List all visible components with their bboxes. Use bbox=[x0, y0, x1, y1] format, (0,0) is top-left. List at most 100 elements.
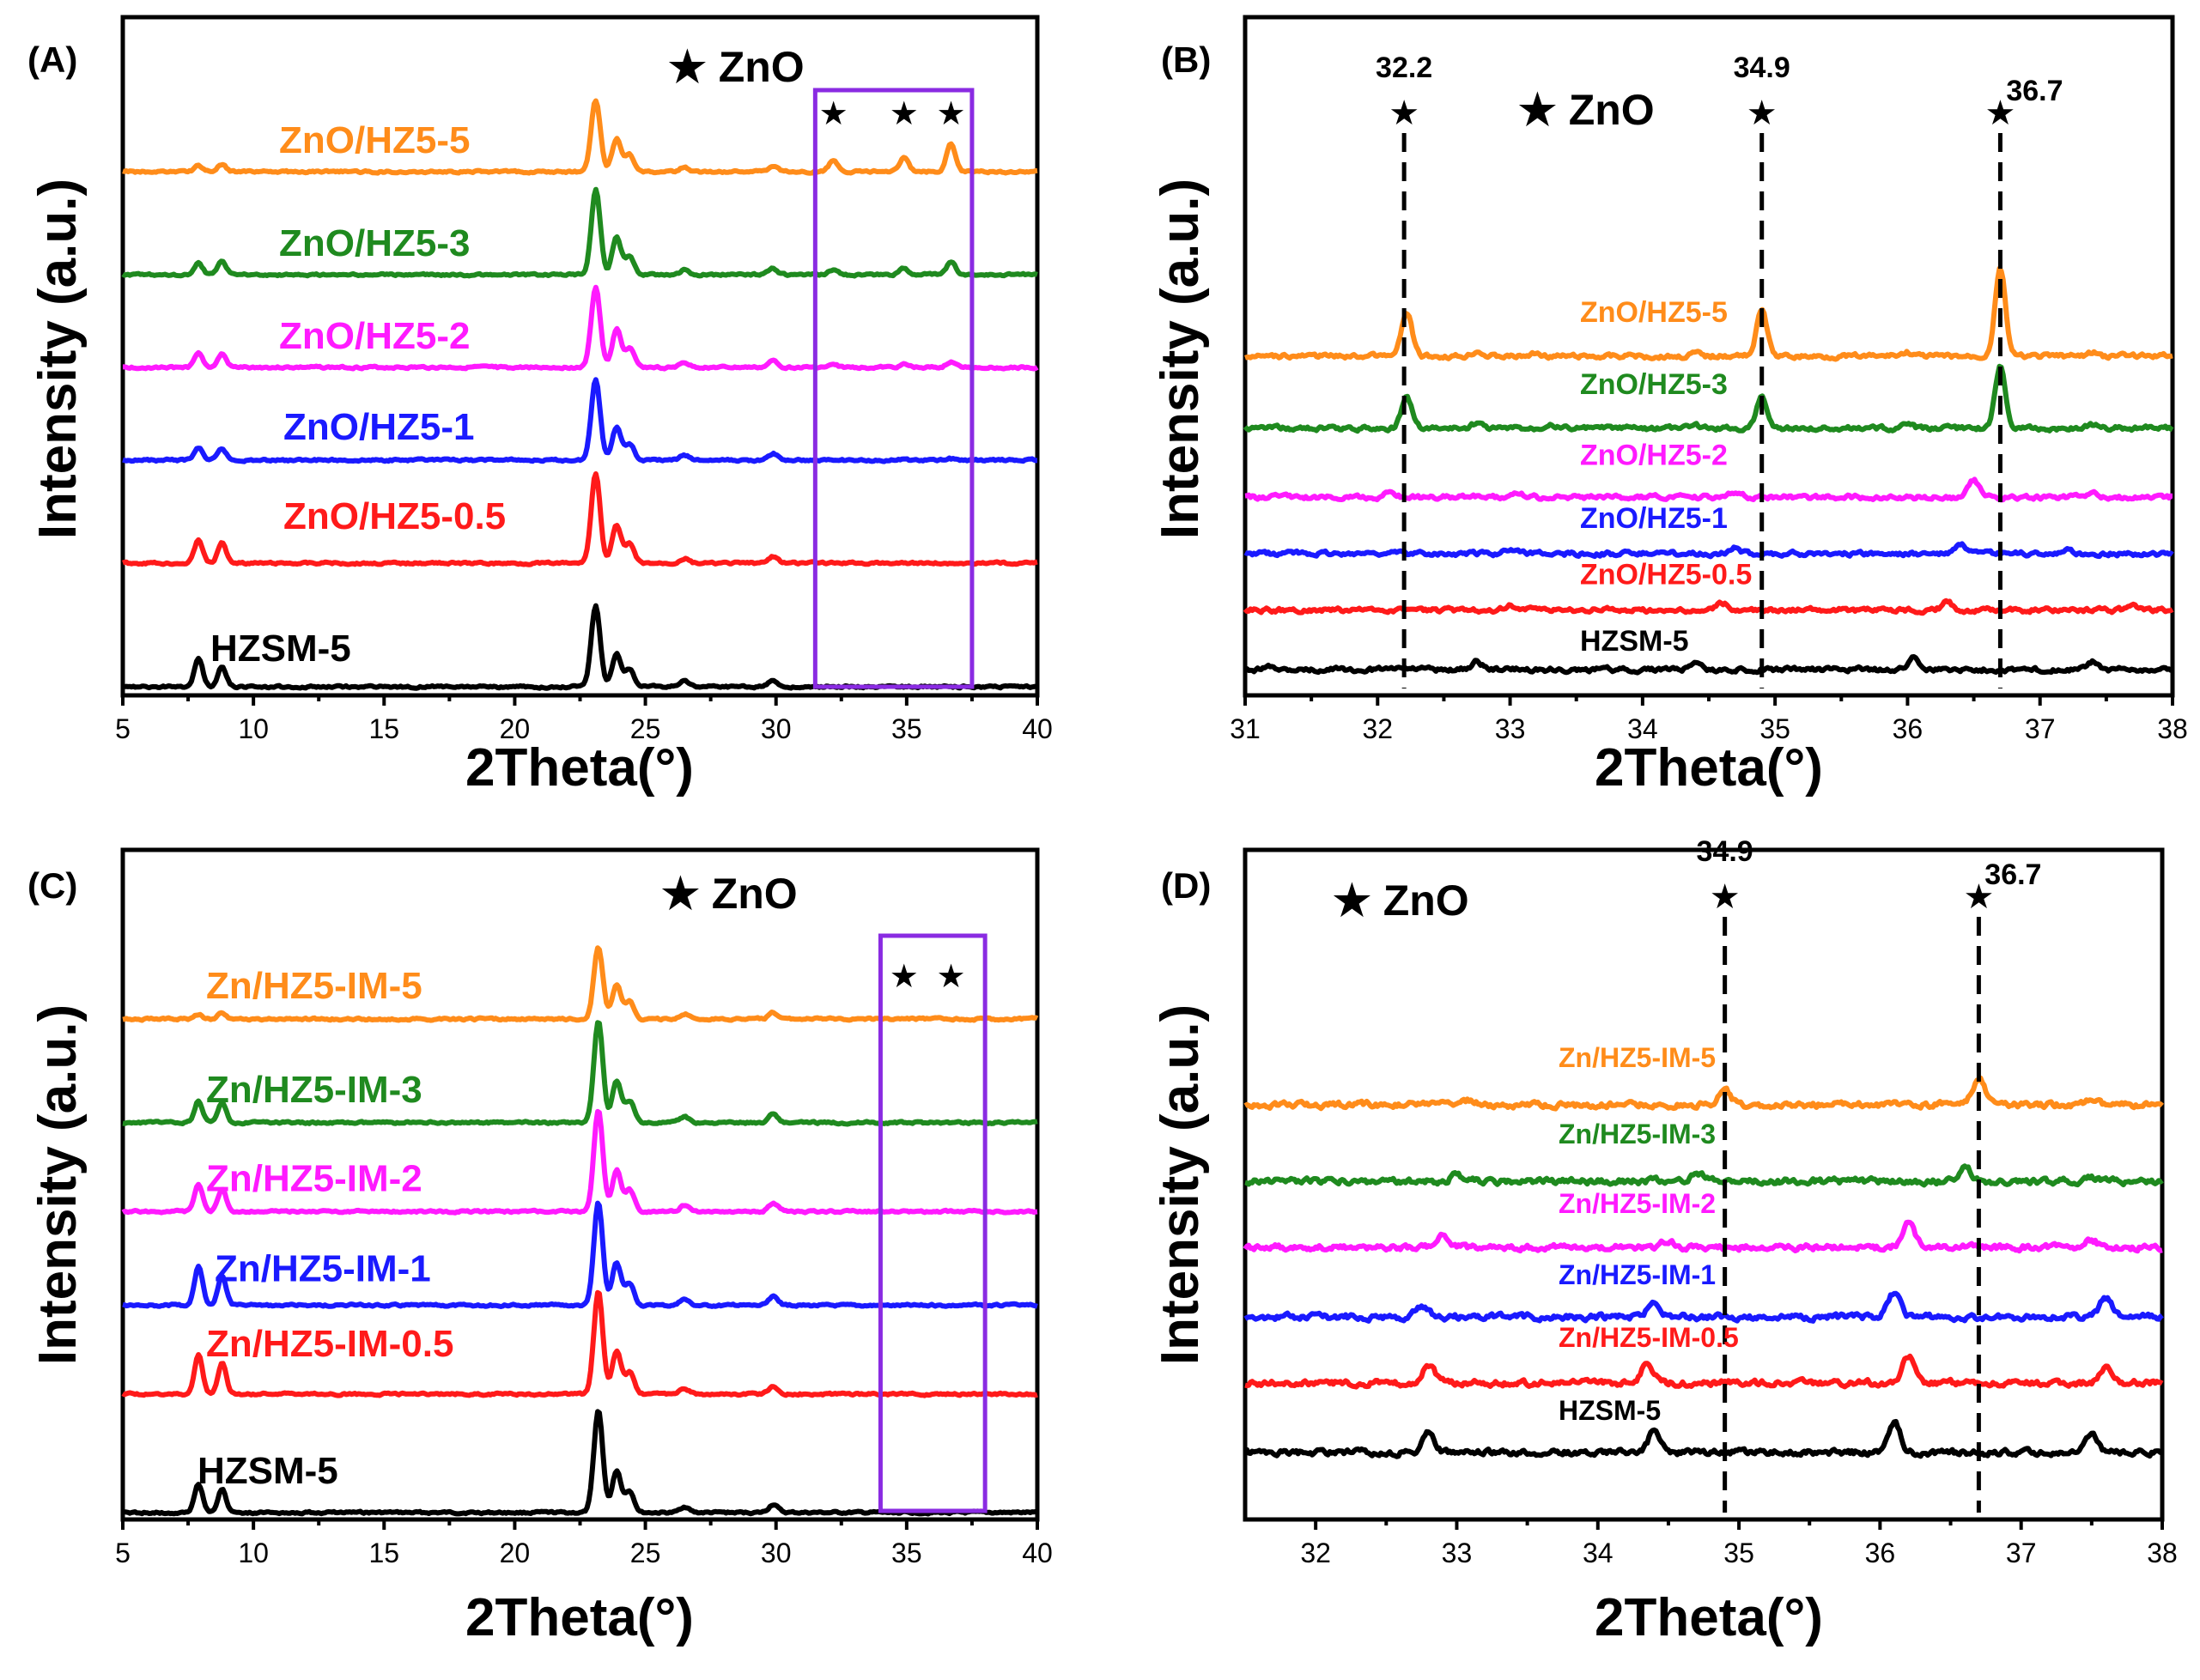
zno-star-icon: ★ bbox=[937, 94, 966, 132]
x-tick-label: 33 bbox=[1442, 1537, 1473, 1568]
series-label: Zn/HZ5-IM-5 bbox=[206, 965, 422, 1007]
x-tick-label: 34 bbox=[1583, 1537, 1614, 1568]
series-label: ZnO/HZ5-0.5 bbox=[1580, 559, 1752, 591]
annotations: ★ ★ bbox=[878, 933, 988, 1513]
x-tick-label: 15 bbox=[368, 1537, 399, 1568]
peak-position-label: 36.7 bbox=[2006, 75, 2063, 107]
series-label: Zn/HZ5-IM-2 bbox=[1559, 1188, 1716, 1219]
series-label: HZSM-5 bbox=[198, 1450, 338, 1492]
x-tick-label: 31 bbox=[1230, 713, 1261, 744]
series-labels: ZnO/HZ5-5 ZnO/HZ5-3 ZnO/HZ5-2 ZnO/HZ5-1 ZnO/… bbox=[210, 119, 506, 670]
panel-c: (C) Intensity (a.u.) 2Theta(°) 5 10 15 20 25… bbox=[27, 847, 1053, 1647]
x-tick-label: 10 bbox=[238, 713, 269, 744]
series-label: ZnO/HZ5-5 bbox=[1580, 296, 1728, 329]
x-tick-label: 37 bbox=[2025, 713, 2056, 744]
x-tick-label: 30 bbox=[761, 1537, 792, 1568]
y-axis-title: Intensity (a.u.) bbox=[1151, 179, 1210, 539]
x-tick-label: 35 bbox=[891, 713, 922, 744]
y-axis-title: Intensity (a.u.) bbox=[28, 179, 88, 539]
x-tick-label: 20 bbox=[500, 1537, 531, 1568]
series-label: HZSM-5 bbox=[210, 628, 351, 670]
panel-b: (B) Intensity (a.u.) 2Theta(°) 31 32 33 34 3… bbox=[1151, 15, 2188, 798]
series-label: ZnO/HZ5-1 bbox=[1580, 502, 1728, 535]
series-line-4 bbox=[1243, 597, 2174, 616]
x-tick-label: 15 bbox=[368, 713, 399, 744]
x-tick-label: 33 bbox=[1495, 713, 1526, 744]
x-tick-label: 37 bbox=[2006, 1537, 2037, 1568]
peak-position-label: 36.7 bbox=[1984, 858, 2041, 891]
series-line-3 bbox=[1243, 1290, 2164, 1324]
x-ticks: 5 10 15 20 25 30 35 40 bbox=[115, 695, 1053, 744]
zno-star-icon: ★ bbox=[1747, 94, 1778, 133]
series-line-5 bbox=[1244, 654, 2173, 676]
x-tick-label: 35 bbox=[1723, 1537, 1754, 1568]
legend: ★ ZnO bbox=[668, 43, 805, 91]
series-labels: ZnO/HZ5-5 ZnO/HZ5-3 ZnO/HZ5-2 ZnO/HZ5-1 ZnO/… bbox=[1580, 296, 1752, 658]
zno-star-icon: ★ bbox=[1389, 94, 1419, 133]
x-tick-label: 34 bbox=[1627, 713, 1658, 744]
series-line-1 bbox=[1244, 1163, 2164, 1188]
series-label: Zn/HZ5-IM-1 bbox=[1559, 1259, 1716, 1290]
x-axis-title: 2Theta(°) bbox=[465, 738, 694, 798]
x-tick-label: 30 bbox=[761, 713, 792, 744]
annotations: ★ ★ ★ bbox=[812, 88, 975, 689]
zno-star-icon: ★ bbox=[1984, 94, 2015, 133]
panel-label: (A) bbox=[27, 39, 77, 80]
series-label: ZnO/HZ5-3 bbox=[279, 222, 470, 264]
series-line-2 bbox=[122, 284, 1039, 372]
legend: ★ ZnO bbox=[1333, 876, 1469, 925]
panel-label: (D) bbox=[1161, 865, 1211, 906]
series-line-1 bbox=[1243, 363, 2174, 434]
x-tick-label: 25 bbox=[630, 1537, 661, 1568]
series-line-3 bbox=[122, 377, 1038, 464]
series-line-0 bbox=[1243, 1075, 2165, 1112]
x-tick-label: 32 bbox=[1362, 713, 1393, 744]
x-tick-label: 36 bbox=[1893, 713, 1923, 744]
x-ticks: 32 33 34 35 36 37 38 bbox=[1300, 1519, 2178, 1568]
series-line-1 bbox=[122, 1020, 1038, 1127]
x-tick-label: 36 bbox=[1865, 1537, 1896, 1568]
peak-position-label: 34.9 bbox=[1697, 835, 1753, 868]
x-ticks: 5 10 15 20 25 30 35 40 bbox=[115, 1519, 1053, 1568]
x-tick-label: 35 bbox=[1759, 713, 1790, 744]
series-label: Zn/HZ5-IM-0.5 bbox=[206, 1323, 453, 1365]
panel-a: (A) Intensity (a.u.) 2Theta(°) 5 10 15 20 25… bbox=[27, 15, 1053, 798]
legend: ★ ZnO bbox=[1518, 86, 1655, 134]
zno-star-icon: ★ bbox=[937, 957, 966, 995]
series-label: ZnO/HZ5-0.5 bbox=[283, 495, 506, 537]
series-line-4 bbox=[122, 471, 1038, 567]
series-line-1 bbox=[121, 186, 1038, 279]
x-tick-label: 25 bbox=[630, 713, 661, 744]
series-label: Zn/HZ5-IM-0.5 bbox=[1559, 1322, 1739, 1353]
series-line-0 bbox=[1244, 265, 2173, 362]
series-line-3 bbox=[122, 1200, 1038, 1309]
traces bbox=[121, 945, 1039, 1517]
series-label: ZnO/HZ5-1 bbox=[283, 406, 474, 448]
series-labels: Zn/HZ5-IM-5 Zn/HZ5-IM-3 Zn/HZ5-IM-2 Zn/HZ5-… bbox=[1559, 1042, 1739, 1426]
series-label: HZSM-5 bbox=[1580, 625, 1689, 658]
panel-label: (C) bbox=[27, 865, 77, 906]
zoom-region-box bbox=[878, 933, 988, 1513]
zno-star-icon: ★ bbox=[1963, 877, 1994, 917]
x-tick-label: 10 bbox=[238, 1537, 269, 1568]
series-line-0 bbox=[122, 945, 1039, 1023]
x-tick-label: 38 bbox=[2157, 713, 2188, 744]
series-label: Zn/HZ5-IM-1 bbox=[215, 1248, 431, 1290]
peak-position-label: 34.9 bbox=[1734, 52, 1790, 84]
x-tick-label: 40 bbox=[1022, 713, 1053, 744]
series-label: ZnO/HZ5-5 bbox=[279, 119, 470, 161]
x-tick-label: 5 bbox=[115, 1537, 131, 1568]
series-label: Zn/HZ5-IM-3 bbox=[1559, 1119, 1716, 1149]
zoom-region-box bbox=[812, 88, 975, 689]
series-line-3 bbox=[1243, 541, 2174, 560]
traces bbox=[1243, 1075, 2165, 1459]
x-tick-label: 20 bbox=[500, 713, 531, 744]
series-line-2 bbox=[121, 1108, 1038, 1216]
x-tick-label: 32 bbox=[1300, 1537, 1331, 1568]
annotations: ★34.9★36.7 bbox=[1697, 835, 2041, 1513]
x-axis-title: 2Theta(°) bbox=[1595, 738, 1823, 798]
series-label: HZSM-5 bbox=[1559, 1395, 1661, 1426]
series-line-2 bbox=[1244, 476, 2173, 503]
x-tick-label: 40 bbox=[1022, 1537, 1053, 1568]
series-labels: Zn/HZ5-IM-5 Zn/HZ5-IM-3 Zn/HZ5-IM-2 Zn/HZ5-… bbox=[198, 965, 453, 1492]
